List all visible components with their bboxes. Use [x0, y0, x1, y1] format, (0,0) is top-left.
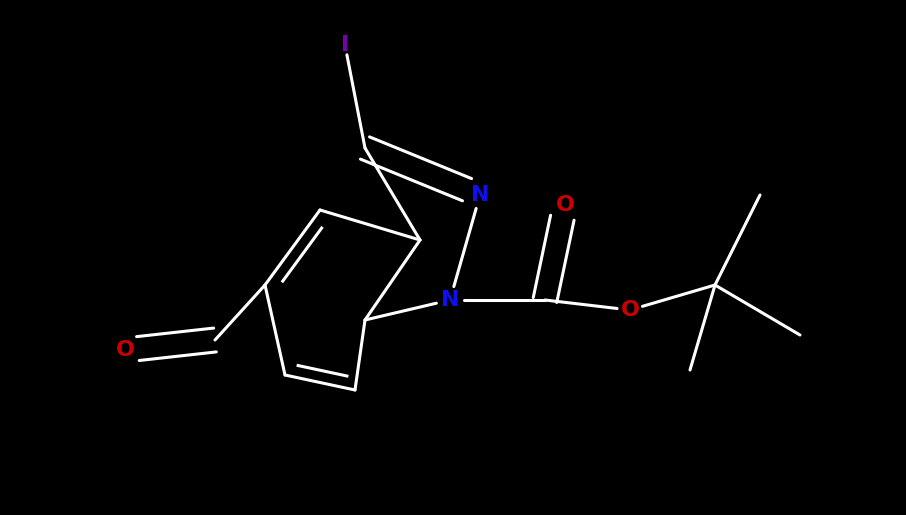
Text: N: N: [471, 185, 489, 205]
Text: O: O: [555, 195, 574, 215]
Text: O: O: [621, 300, 640, 320]
Text: N: N: [440, 290, 459, 310]
Text: I: I: [341, 35, 349, 55]
Text: O: O: [115, 340, 134, 360]
